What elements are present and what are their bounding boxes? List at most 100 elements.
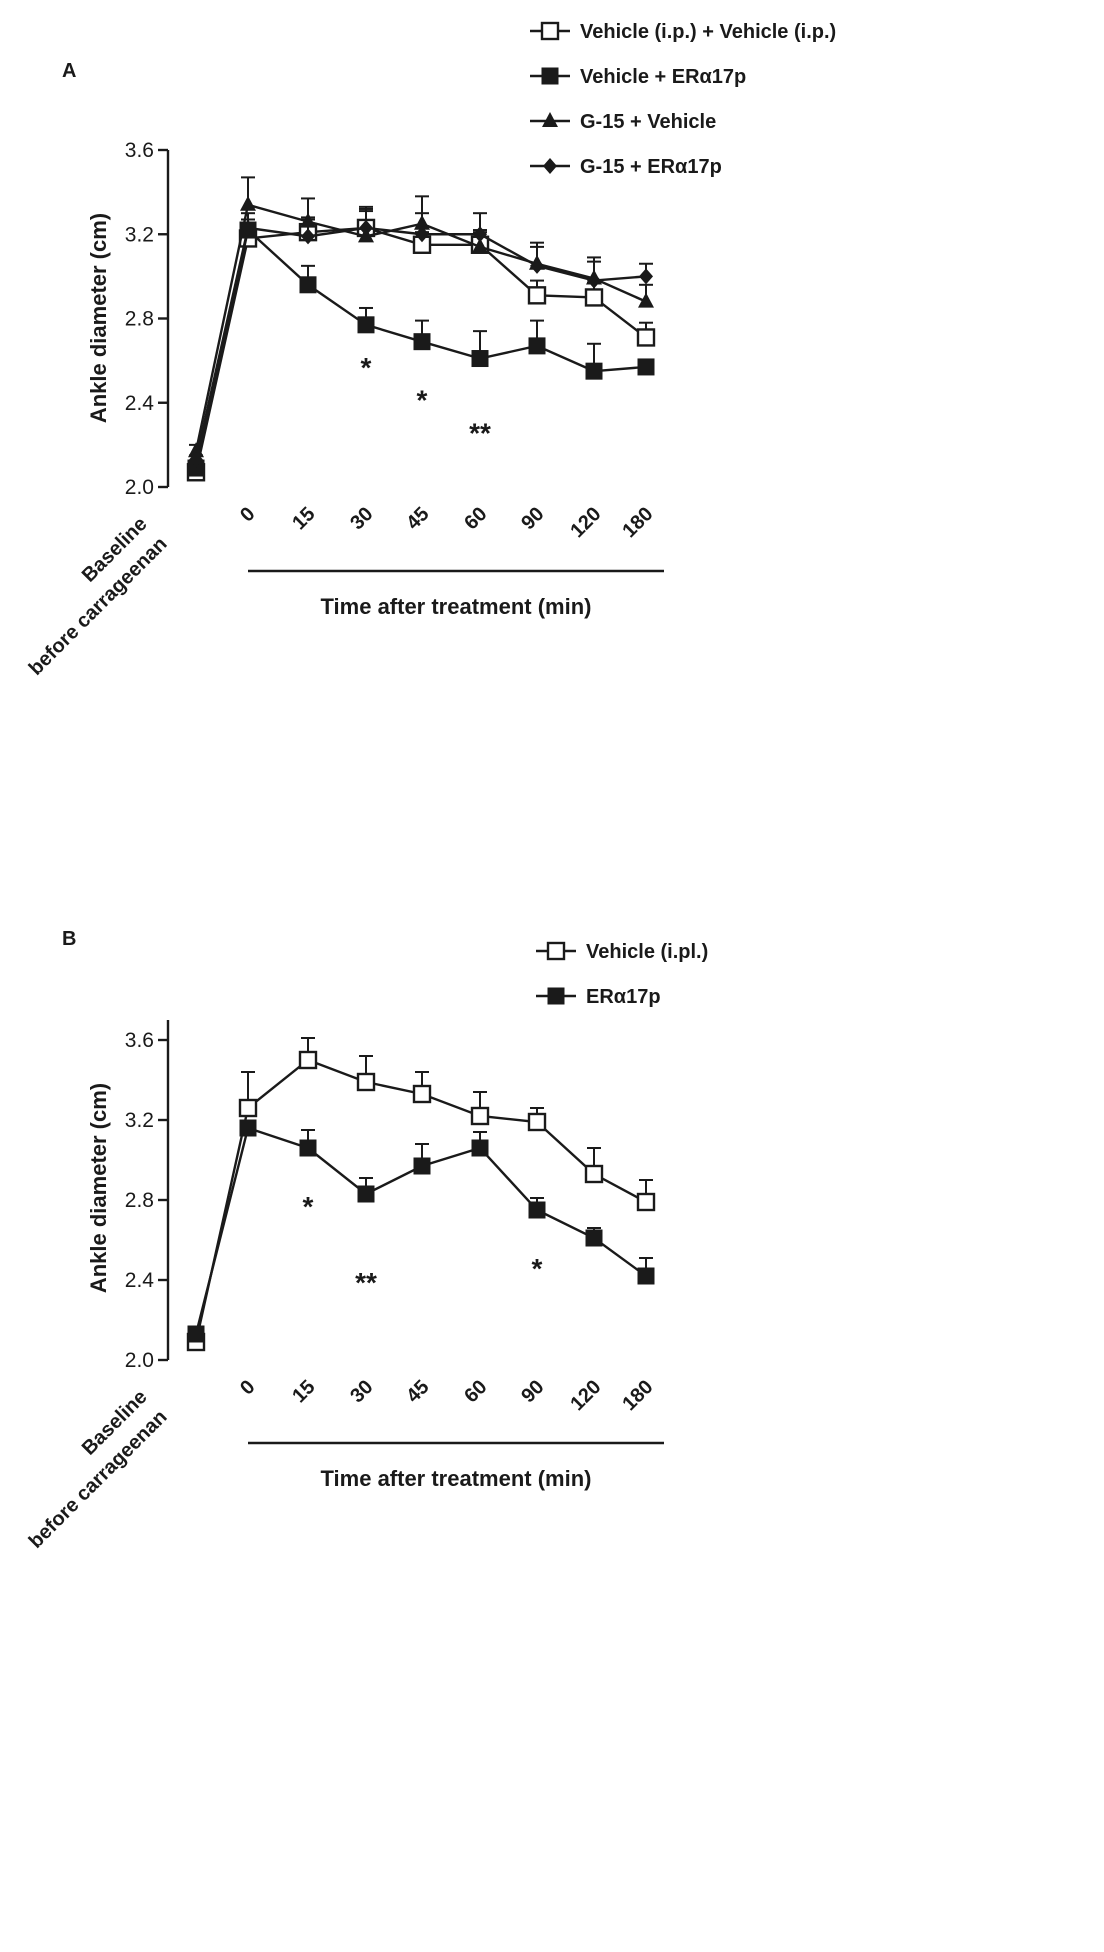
panel-b-x-tick-label: 0 [236, 1376, 259, 1399]
panel-a-point [240, 195, 256, 211]
panel-a-legend-marker [543, 158, 557, 174]
panel-b-x-title: Time after treatment (min) [321, 1466, 592, 1491]
panel-b-point [238, 1098, 258, 1118]
panel-a-point [527, 286, 547, 305]
panel-a-y-tick-label: 2.8 [125, 308, 154, 331]
panel-b-letter: B [62, 928, 76, 950]
panel-b-point [239, 1119, 257, 1137]
panel-b-point [413, 1157, 431, 1175]
panel-a-point [639, 268, 653, 285]
panel-a-point [528, 337, 546, 355]
panel-b-point [584, 1164, 604, 1184]
panel-b-point [298, 1050, 318, 1070]
panel-b-x-tick-label: 45 [402, 1376, 433, 1407]
panel-b-point [637, 1267, 655, 1285]
panel-b-significance: * [532, 1253, 543, 1284]
panel-a-x-tick-label: 15 [288, 503, 319, 534]
panel-a-y-title: Ankle diameter (cm) [86, 213, 111, 423]
panel-a-legend-label: G-15 + ERα17p [580, 156, 722, 178]
panel-b-point [356, 1072, 376, 1092]
panel-a-point [357, 316, 375, 334]
panel-b-significance: ** [355, 1267, 377, 1298]
panel-a-legend-entry: G-15 + ERα17p [530, 156, 722, 178]
panel-a-letter: A [62, 60, 76, 82]
panel-a-legend-marker [541, 67, 559, 85]
panel-a-legend-entry: G-15 + Vehicle [530, 111, 716, 133]
panel-a-significance: * [417, 385, 428, 416]
panel-b-y-tick-label: 3.2 [125, 1109, 154, 1132]
panel-b-point [585, 1229, 603, 1247]
panel-b-y-title: Ankle diameter (cm) [86, 1083, 111, 1293]
panel-a-point [241, 219, 255, 236]
panel-b-legend-label: Vehicle (i.pl.) [586, 941, 708, 963]
panel-b-point [187, 1325, 205, 1343]
panel-a-point [471, 350, 489, 368]
panel-a-y-tick-label: 2.4 [125, 392, 155, 415]
panel-b-x-tick-label: 60 [460, 1376, 491, 1407]
panel-a-x-tick-label: 45 [402, 503, 433, 534]
panel-b-x-tick-label: 180 [618, 1376, 657, 1415]
panel-b-x-tick-label: 90 [517, 1376, 548, 1407]
panel-a-x-tick-label: 30 [346, 503, 377, 534]
panel-b-point [527, 1112, 547, 1132]
panel-a-x-tick-label: 120 [566, 503, 605, 542]
panel-b-y-tick-label: 2.0 [125, 1349, 154, 1372]
panel-b-legend-entry: ERα17p [536, 986, 661, 1008]
panel-a-point [530, 257, 544, 274]
panel-a-x-tick-label: 90 [517, 503, 548, 534]
panel-a-series-2 [187, 218, 655, 477]
panel-a-x-tick-label: 60 [460, 503, 491, 534]
panel-a-legend-label: Vehicle (i.p.) + Vehicle (i.p.) [580, 21, 836, 43]
panel-b-x-tick-label: 120 [566, 1376, 605, 1415]
panel-b-x-tick-label: 30 [346, 1376, 377, 1407]
panel-b-point [636, 1192, 656, 1212]
panel-b-significance: * [303, 1191, 314, 1222]
panel-a-legend-entry: Vehicle + ERα17p [530, 66, 746, 88]
panel-b-y-tick-label: 2.4 [125, 1269, 155, 1292]
panel-a: A 2.0 2.4 2.8 3.2 3.6 Ankle diameter (cm) 0 15 30… [25, 60, 664, 680]
panel-a-significance: ** [469, 418, 491, 449]
panel-a-y-tick-label: 2.0 [125, 476, 154, 499]
panel-b-legend-marker [547, 987, 565, 1005]
panel-a-point [472, 237, 488, 253]
panel-b-y-tick-label: 3.6 [125, 1029, 154, 1052]
panel-a-series-4 [189, 210, 653, 468]
panel-a-y-tick-label: 3.2 [125, 223, 154, 246]
panel-b-point [357, 1185, 375, 1203]
panel-b-point [471, 1139, 489, 1157]
panel-a-point [473, 226, 487, 243]
panel-a-point [299, 276, 317, 294]
panel-a-point [584, 288, 604, 307]
panel-b-point [528, 1201, 546, 1219]
panel-b-point [299, 1139, 317, 1157]
panel-a-significance: * [361, 352, 372, 383]
panel-a-legend-marker [542, 112, 558, 127]
panel-a-legend-label: G-15 + Vehicle [580, 111, 716, 133]
panel-a-point [587, 272, 601, 289]
panel-b-x-tick-label: 15 [288, 1376, 319, 1407]
panel-a-x-tick-label: 0 [236, 503, 259, 526]
panel-a-point [301, 228, 315, 245]
panel-b-legend-label: ERα17p [586, 986, 661, 1008]
panel-b-y-tick-label: 2.8 [125, 1189, 154, 1212]
panel-a-x-title: Time after treatment (min) [321, 594, 592, 619]
panel-b-legend-entry: Vehicle (i.pl.) [536, 941, 708, 963]
panel-a-point [413, 333, 431, 351]
panel-b: B 2.0 2.4 2.8 3.2 3.6 Ankle diameter (cm) 0 15 30… [25, 928, 664, 1553]
panel-a-legend-marker [540, 21, 560, 41]
panel-a-point [585, 362, 603, 380]
panel-b-point [412, 1084, 432, 1104]
panel-a-point [415, 226, 429, 243]
panel-a-point [636, 328, 656, 347]
panel-b-legend-marker [546, 941, 566, 961]
panel-a-point [638, 292, 654, 308]
panel-a-legend-label: Vehicle + ERα17p [580, 66, 746, 88]
panel-a-point [189, 451, 203, 468]
panel-a-y-tick-label: 3.6 [125, 139, 154, 162]
panel-b-series-1 [186, 1037, 656, 1352]
panel-a-x-tick-label: 180 [618, 503, 657, 542]
panel-b-point [470, 1106, 490, 1126]
panel-a-point [359, 219, 373, 236]
